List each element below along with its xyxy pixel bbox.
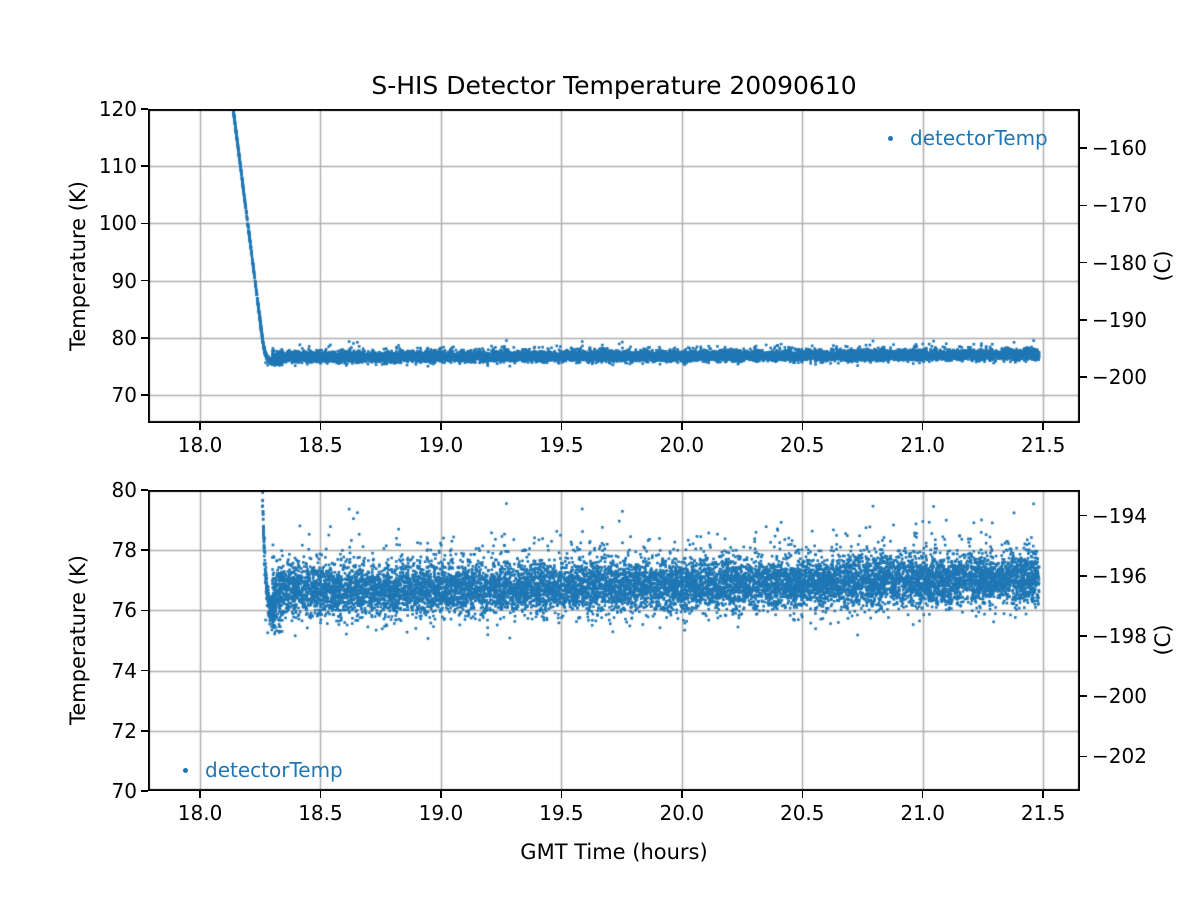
y-tick-left (141, 549, 148, 551)
y-tick-right (1080, 755, 1087, 758)
x-tick-label: 18.0 (177, 433, 223, 457)
y-tick-label-left: 110 (98, 154, 137, 179)
legend-label: detectorTemp (205, 758, 343, 782)
x-tick-label: 19.5 (539, 433, 584, 457)
y-tick-right (1080, 635, 1087, 637)
chart-title: S-HIS Detector Temperature 20090610 (371, 71, 857, 100)
x-tick (801, 791, 803, 798)
y-tick-left (141, 669, 148, 672)
y-tick-left (141, 108, 148, 110)
y-tick-label-right: −200 (1092, 365, 1147, 390)
x-tick-label: 21.0 (900, 801, 945, 825)
y-tick-label-right: −202 (1092, 744, 1147, 769)
x-tick (921, 423, 924, 430)
y-tick-left (141, 394, 148, 396)
x-tick (1042, 423, 1044, 430)
y-tick-right (1080, 147, 1087, 149)
top-subplot-canvas (148, 109, 1080, 423)
x-tick (319, 791, 322, 798)
x-tick (199, 791, 201, 798)
x-tick-label: 19.5 (539, 801, 584, 825)
y-tick-right (1080, 514, 1087, 517)
y-tick-label-right: −180 (1092, 250, 1147, 275)
legend-marker-dot (183, 767, 188, 773)
y-tick-left (141, 222, 148, 225)
x-tick (921, 791, 924, 798)
x-tick-label: 20.0 (659, 801, 705, 825)
y-tick-left (141, 279, 148, 282)
x-tick-label: 21.5 (1020, 433, 1066, 457)
y-tick-label-right: −194 (1092, 503, 1147, 528)
y-tick-label-left: 78 (111, 538, 137, 563)
y-tick-left (141, 489, 148, 491)
y-tick-label-right: −190 (1092, 307, 1147, 332)
bottom-ylabel-left: Temperature (K) (66, 555, 90, 725)
x-tick (560, 791, 563, 798)
y-tick-label-left: 70 (111, 779, 137, 803)
y-tick-label-left: 120 (98, 97, 137, 121)
x-tick-label: 20.5 (779, 801, 825, 825)
x-tick (440, 423, 442, 430)
y-tick-right (1080, 376, 1087, 378)
y-tick-label-right: −198 (1092, 623, 1147, 648)
y-tick-right (1080, 319, 1087, 321)
x-tick-label: 19.0 (418, 433, 464, 457)
y-tick-label-left: 100 (98, 211, 137, 236)
x-tick-label: 21.5 (1020, 801, 1066, 825)
y-tick-left (141, 609, 148, 612)
x-tick-label: 21.0 (900, 433, 945, 457)
top-subplot-axes: detectorTemp (148, 109, 1080, 423)
legend-marker-dot (888, 135, 893, 141)
x-tick (199, 423, 201, 430)
x-tick-label: 18.5 (298, 433, 343, 457)
y-tick-label-right: −160 (1092, 136, 1147, 161)
y-tick-left (141, 730, 148, 732)
top-legend: detectorTemp (888, 126, 1048, 150)
y-tick-label-left: 80 (111, 478, 137, 502)
x-tick (801, 423, 803, 430)
y-tick-label-right: −196 (1092, 563, 1147, 588)
x-tick (560, 423, 563, 430)
x-tick-label: 19.0 (418, 801, 464, 825)
y-tick-label-left: 90 (111, 268, 137, 293)
x-tick-label: 18.5 (298, 801, 343, 825)
y-tick-right (1080, 695, 1087, 697)
y-tick-label-left: 80 (111, 325, 137, 350)
y-tick-left (141, 337, 148, 339)
x-tick-label: 18.0 (177, 801, 223, 825)
y-tick-label-left: 70 (111, 383, 137, 408)
x-tick-label: 20.5 (779, 433, 825, 457)
y-tick-label-right: −200 (1092, 684, 1147, 709)
y-tick-label-left: 74 (111, 658, 137, 683)
y-tick-left (141, 790, 148, 792)
x-tick (1042, 791, 1044, 798)
y-tick-right (1080, 575, 1087, 577)
bottom-legend: detectorTemp (183, 758, 343, 782)
x-tick (319, 423, 322, 430)
y-tick-label-left: 72 (111, 718, 137, 743)
bottom-subplot-axes: detectorTemp (148, 490, 1080, 791)
y-tick-right (1080, 261, 1087, 264)
x-tick (681, 423, 683, 430)
x-tick (440, 791, 442, 798)
legend-label: detectorTemp (910, 126, 1048, 150)
y-tick-left (141, 165, 148, 167)
x-tick-label: 20.0 (659, 433, 705, 457)
bottom-subplot-canvas (148, 490, 1080, 791)
x-axis-label: GMT Time (hours) (520, 840, 708, 864)
y-tick-label-left: 76 (111, 598, 137, 623)
y-tick-right (1080, 204, 1087, 207)
y-tick-label-right: −170 (1092, 193, 1147, 218)
x-tick (681, 791, 683, 798)
